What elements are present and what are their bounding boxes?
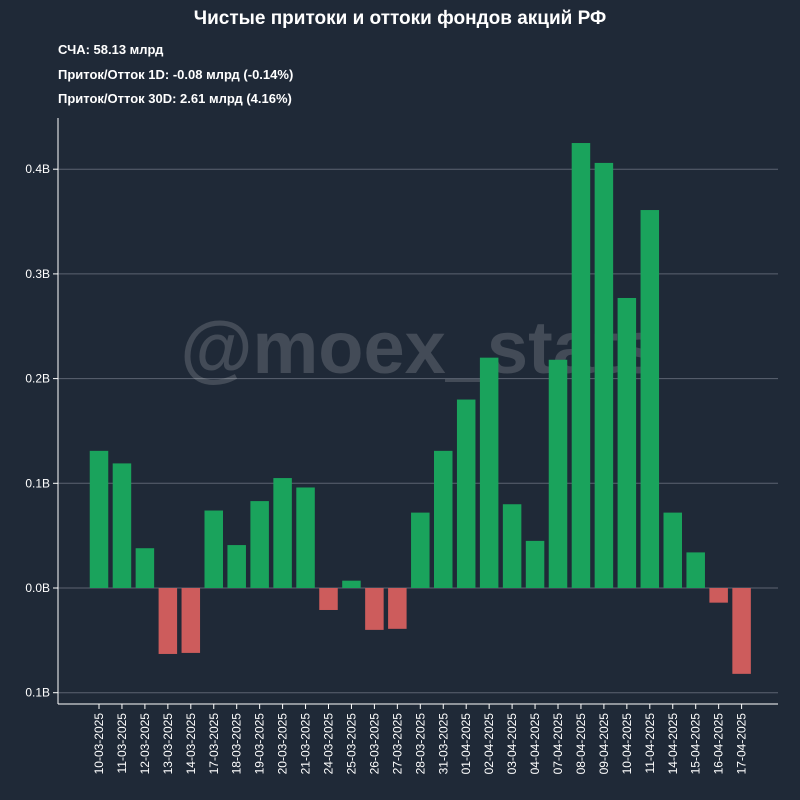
aum-stat: СЧА: 58.13 млрд bbox=[58, 42, 164, 57]
x-tick-label: 11-04-2025 bbox=[643, 713, 657, 774]
bar-14-04-2025 bbox=[663, 512, 682, 588]
chart-title: Чистые притоки и оттоки фондов акций РФ bbox=[193, 8, 607, 29]
x-tick-label: 25-03-2025 bbox=[344, 713, 358, 775]
bar-28-03-2025 bbox=[411, 512, 430, 588]
bar-11-04-2025 bbox=[640, 210, 660, 588]
y-tick-label: 0.4B bbox=[25, 162, 50, 176]
x-tick-label: 21-03-2025 bbox=[299, 713, 313, 775]
axes bbox=[57, 118, 778, 705]
bar-27-03-2025 bbox=[388, 588, 407, 629]
x-tick-label: 14-04-2025 bbox=[666, 713, 680, 775]
x-tick-label: 28-03-2025 bbox=[413, 713, 427, 775]
x-tick-label: 01-04-2025 bbox=[459, 713, 473, 775]
x-tick-label: 17-04-2025 bbox=[735, 713, 749, 775]
y-tick-label: 0.0B bbox=[25, 581, 50, 595]
bar-14-03-2025 bbox=[181, 588, 201, 653]
bars bbox=[89, 143, 751, 674]
x-tick-label: 18-03-2025 bbox=[230, 713, 244, 775]
bar-11-03-2025 bbox=[112, 463, 132, 588]
x-tick-label: 04-04-2025 bbox=[528, 713, 542, 775]
bar-10-04-2025 bbox=[617, 297, 637, 588]
bar-24-03-2025 bbox=[319, 588, 338, 610]
flow-30d-stat: Приток/Отток 30D: 2.61 млрд (4.16%) bbox=[58, 91, 292, 106]
bar-10-03-2025 bbox=[89, 450, 109, 588]
x-tick-label: 09-04-2025 bbox=[597, 713, 611, 775]
x-tick-label: 02-04-2025 bbox=[482, 713, 496, 775]
bar-12-03-2025 bbox=[135, 548, 155, 588]
x-tick-label: 10-03-2025 bbox=[92, 713, 106, 775]
x-tick-label: 31-03-2025 bbox=[436, 713, 450, 775]
x-tick-label: 17-03-2025 bbox=[207, 713, 221, 775]
bar-15-04-2025 bbox=[686, 552, 705, 588]
bar-03-04-2025 bbox=[502, 504, 522, 588]
bar-07-04-2025 bbox=[548, 359, 568, 588]
x-tick-label: 27-03-2025 bbox=[390, 713, 404, 775]
bar-31-03-2025 bbox=[434, 450, 453, 588]
x-tick-label: 14-03-2025 bbox=[184, 713, 198, 775]
bar-21-03-2025 bbox=[296, 487, 315, 588]
bar-20-03-2025 bbox=[273, 478, 292, 588]
x-tick-label: 10-04-2025 bbox=[620, 713, 634, 775]
x-tick-label: 26-03-2025 bbox=[367, 713, 381, 775]
bar-19-03-2025 bbox=[250, 501, 269, 588]
x-tick-label: 19-03-2025 bbox=[253, 713, 267, 775]
x-tick-label: 11-03-2025 bbox=[115, 713, 129, 774]
x-tick-label: 24-03-2025 bbox=[322, 713, 336, 775]
bar-18-03-2025 bbox=[227, 545, 246, 588]
x-ticks: 10-03-2025 11-03-2025 12-03-2025 13-03-2025… bbox=[92, 704, 749, 774]
bar-16-04-2025 bbox=[709, 588, 728, 603]
x-tick-label: 12-03-2025 bbox=[138, 713, 152, 775]
x-tick-label: 13-03-2025 bbox=[161, 713, 175, 775]
bar-13-03-2025 bbox=[158, 588, 178, 654]
bar-17-03-2025 bbox=[204, 510, 223, 588]
bar-09-04-2025 bbox=[594, 162, 614, 588]
x-tick-label: 16-04-2025 bbox=[712, 713, 726, 775]
bar-25-03-2025 bbox=[342, 580, 361, 588]
bar-02-04-2025 bbox=[479, 357, 499, 588]
x-tick-label: 20-03-2025 bbox=[276, 713, 290, 775]
bar-26-03-2025 bbox=[365, 588, 384, 630]
flow-1d-stat: Приток/Отток 1D: -0.08 млрд (-0.14%) bbox=[58, 67, 294, 82]
x-tick-label: 03-04-2025 bbox=[505, 713, 519, 775]
y-tick-label: 0.3B bbox=[25, 267, 50, 281]
x-tick-label: 08-04-2025 bbox=[574, 713, 588, 775]
bar-04-04-2025 bbox=[525, 540, 545, 588]
x-tick-label: 07-04-2025 bbox=[551, 713, 565, 775]
y-tick-label: 0.1B bbox=[25, 476, 50, 490]
bar-01-04-2025 bbox=[456, 399, 476, 588]
y-tick-label: 0.1B bbox=[25, 686, 50, 700]
bar-17-04-2025 bbox=[732, 588, 751, 674]
x-tick-label: 15-04-2025 bbox=[689, 713, 703, 775]
y-ticks: 0.1B 0.0B 0.1B 0.2B 0.3B 0.4B bbox=[25, 162, 58, 700]
bar-08-04-2025 bbox=[571, 143, 591, 588]
y-tick-label: 0.2B bbox=[25, 372, 50, 386]
